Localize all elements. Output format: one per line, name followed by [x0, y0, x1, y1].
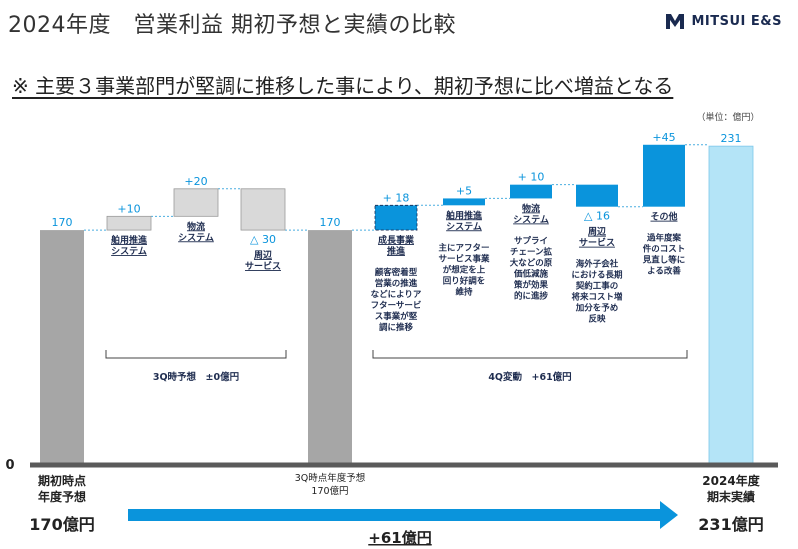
value-label-peripheral4: △ 16: [584, 210, 610, 223]
note-logistics4: サプライ: [514, 235, 548, 246]
category-name-peripheral4: 周辺: [588, 227, 606, 238]
note-logistics4: 策が効果: [513, 279, 549, 290]
category-name-ship: システム: [111, 246, 147, 257]
page-title: 2024年度 営業利益 期初予想と実績の比較: [8, 13, 456, 38]
category-name-logistics4: システム: [513, 214, 549, 225]
value-label-logistics4: + 10: [518, 171, 545, 184]
note-peripheral4: 海外子会社: [576, 259, 619, 270]
note-growth: ス事業が堅: [375, 311, 418, 322]
category-name-logistics: 物流: [187, 220, 205, 232]
note-peripheral4: 契約工事の: [575, 281, 619, 292]
final-value: 231億円: [698, 515, 763, 534]
value-label-growth: + 18: [383, 191, 410, 204]
value-label-other: +45: [652, 131, 675, 144]
start-value: 170億円: [29, 515, 94, 534]
note-logistics4: 大などの原: [510, 257, 553, 268]
category-name-peripheral4: サービス: [579, 237, 615, 249]
q4-bracket: [372, 350, 688, 359]
logo-text: MITSUI E&S: [691, 13, 782, 29]
bar-peripheral4: [576, 184, 618, 207]
category-name-ship: 舶用推進: [111, 234, 148, 246]
bar-start: [40, 230, 84, 464]
value-label-start: 170: [52, 216, 73, 229]
subtitle: ※ 主要３事業部門が堅調に推移した事により、期初予想に比べ増益となる: [12, 74, 674, 98]
note-logistics4: 的に進捗: [514, 290, 549, 301]
note-other: 過年度案: [646, 233, 682, 244]
note-peripheral4: 将来コスト増: [571, 292, 623, 303]
note-growth: 調に推移: [379, 322, 414, 333]
category-name-logistics: システム: [178, 232, 214, 243]
note-peripheral4: における長期: [571, 270, 623, 281]
note-logistics4: チェーン拡: [510, 246, 553, 257]
note-growth: 顧客密着型: [375, 267, 418, 278]
company-logo: MITSUI E&S: [665, 12, 782, 30]
note-other: 件のコスト: [643, 244, 686, 255]
value-label-peripheral: △ 30: [250, 233, 276, 246]
category-name-growth: 成長事業: [378, 234, 415, 246]
note-growth: 営業の推進: [375, 278, 418, 289]
note-growth: などによりア: [371, 289, 422, 300]
category-name-ship4: システム: [446, 221, 482, 232]
value-label-logistics: +20: [184, 175, 207, 188]
arrow-label: +61億円: [368, 529, 431, 547]
note-ship4: 維持: [455, 286, 473, 297]
value-label-ship: +10: [117, 202, 140, 215]
bar-final: [708, 145, 754, 465]
mitsui-logo-icon: [666, 14, 685, 29]
note-logistics4: 価低減施: [513, 268, 549, 279]
value-label-ship4: +5: [456, 184, 472, 197]
bar-logistics4: [510, 184, 552, 199]
category-name-other: その他: [650, 211, 677, 223]
final-label: 2024年度: [702, 473, 760, 488]
category-name-logistics4: 物流: [522, 202, 540, 214]
note-peripheral4: 反映: [588, 314, 606, 325]
bar-q3: [308, 230, 352, 464]
bar-logistics: [173, 188, 219, 217]
note-ship4: 主にアフター: [438, 242, 489, 253]
note-other: 見直し等に: [642, 255, 686, 266]
bar-other: [643, 144, 685, 207]
category-name-ship4: 舶用推進: [446, 209, 483, 221]
note-other: よる改善: [647, 266, 681, 277]
final-label: 期末実績: [707, 489, 755, 504]
bar-ship: [106, 215, 152, 231]
q3-bracket: [105, 350, 287, 359]
category-name-peripheral: 周辺: [254, 250, 272, 261]
value-label-final: 231: [721, 132, 742, 145]
q3-label: 3Q時点年度予想: [295, 472, 366, 484]
category-name-peripheral: サービス: [245, 260, 281, 272]
q4-label: 4Q変動 +61億円: [488, 371, 571, 383]
zero-label: 0: [5, 458, 14, 473]
bar-peripheral: [240, 188, 286, 231]
note-ship4: サービス事業: [438, 253, 490, 264]
unit-label: （単位：億円）: [696, 111, 759, 123]
q3-label: 3Q時予想 ±0億円: [153, 371, 239, 383]
bar-growth: [374, 204, 418, 231]
note-growth: フターサービ: [371, 300, 422, 311]
note-ship4: 回り好調を: [443, 275, 486, 286]
increase-arrow: [128, 501, 678, 529]
note-ship4: が想定を上: [443, 264, 486, 275]
category-name-growth: 推進: [387, 245, 406, 257]
start-label: 期初時点: [38, 473, 86, 488]
value-label-q3: 170: [320, 216, 341, 229]
note-peripheral4: 加分を予め: [575, 303, 619, 314]
start-label: 年度予想: [38, 489, 86, 504]
bar-ship4: [443, 198, 485, 206]
q3-value: 170億円: [311, 485, 348, 497]
